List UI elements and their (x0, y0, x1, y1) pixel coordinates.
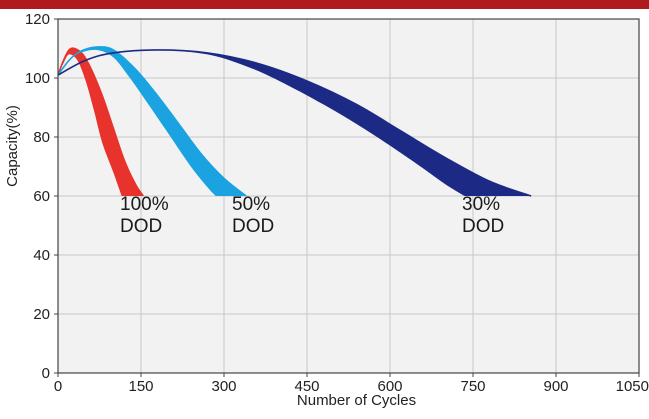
x-tick-label-1: 150 (128, 378, 153, 395)
y-axis-ticks: 0 20 40 60 80 100 120 (25, 11, 58, 382)
band-label-line: 30% (462, 194, 500, 215)
band-label-100-dod: 100% DOD (120, 194, 169, 237)
band-label-50-dod: 50% DOD (232, 194, 274, 237)
y-tick-label-0: 0 (42, 365, 50, 382)
x-tick-label-7: 1050 (616, 378, 649, 395)
x-tick-label-6: 900 (543, 378, 568, 395)
y-tick-label-6: 120 (25, 11, 50, 28)
curve-50-dod (57, 46, 247, 197)
y-tick-label-3: 60 (33, 188, 50, 205)
x-tick-label-2: 300 (211, 378, 236, 395)
band-100-dod (58, 48, 144, 196)
band-label-line: 50% (232, 194, 270, 215)
band-label-line: DOD (120, 216, 162, 237)
x-tick-label-5: 750 (460, 378, 485, 395)
x-axis-title: Number of Cycles (297, 392, 416, 409)
band-label-line: 100% (120, 194, 169, 215)
y-tick-label-2: 40 (33, 247, 50, 264)
x-tick-label-0: 0 (54, 378, 62, 395)
top-brand-band (0, 0, 649, 9)
band-50-dod (58, 46, 247, 196)
y-tick-label-5: 100 (25, 70, 50, 87)
y-tick-label-4: 80 (33, 129, 50, 146)
band-30-dod (58, 49, 532, 196)
band-label-30-dod: 30% DOD (462, 194, 504, 237)
curve-30-dod (57, 49, 532, 197)
x-tick-label-3: 450 (294, 378, 319, 395)
curve-100-dod (57, 47, 144, 197)
band-label-line: DOD (462, 216, 504, 237)
dod-bands (57, 46, 532, 197)
y-axis-title: Capacity(%) (4, 105, 21, 187)
x-tick-label-4: 600 (377, 378, 402, 395)
y-tick-label-1: 20 (33, 306, 50, 323)
x-axis-ticks: 0 150 300 450 600 750 900 1050 (54, 373, 649, 395)
band-label-line: DOD (232, 216, 274, 237)
